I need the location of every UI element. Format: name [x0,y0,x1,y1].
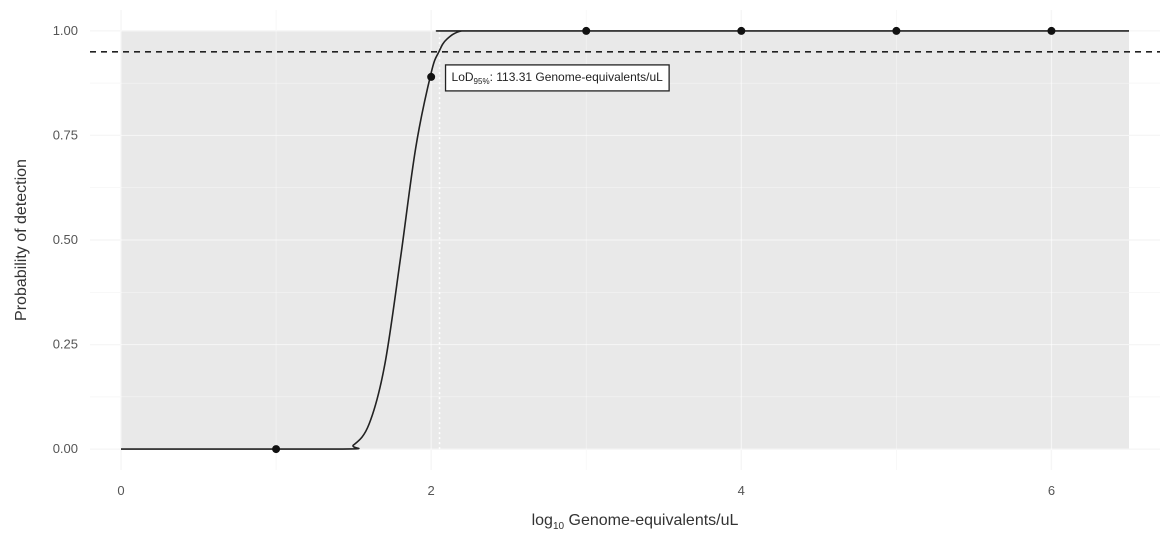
data-point [582,26,591,35]
data-point [427,72,436,81]
annotation-value: : 113.31 Genome-equivalents/uL [490,70,664,84]
data-points [272,26,1056,454]
y-tick-label: 1.00 [53,23,78,38]
x-tick-label: 6 [1048,483,1055,498]
y-tick-label: 0.00 [53,441,78,456]
data-point [1047,26,1056,35]
y-tick-label: 0.75 [53,127,78,142]
x-axis-title-subscript: 10 [553,521,565,532]
data-point [737,26,746,35]
x-tick-label: 2 [428,483,435,498]
fit-curve [121,30,1129,450]
x-tick-label: 4 [738,483,745,498]
x-tick-labels: 0 2 4 6 [117,483,1055,498]
y-tick-label: 0.50 [53,232,78,247]
x-tick-label: 0 [117,483,124,498]
x-axis-title: log10 Genome-equivalents/uL [532,512,739,532]
x-axis-title-rest: Genome-equivalents/uL [564,512,738,529]
annotation-box [444,64,670,92]
y-tick-labels: 0.00 0.25 0.50 0.75 1.00 [53,23,78,456]
annotation-label: LoD95%: 113.31 Genome-equivalents/uL [452,70,664,86]
annotation-prefix: LoD [452,70,474,84]
data-point [892,26,901,35]
data-point [272,445,281,454]
lod-annotation: LoD95%: 113.31 Genome-equivalents/uL [444,64,670,92]
x-axis-title-prefix: log [532,512,553,529]
annotation-subscript: 95% [474,77,490,86]
y-axis-title: Probability of detection [13,159,30,321]
y-tick-label: 0.25 [53,337,78,352]
